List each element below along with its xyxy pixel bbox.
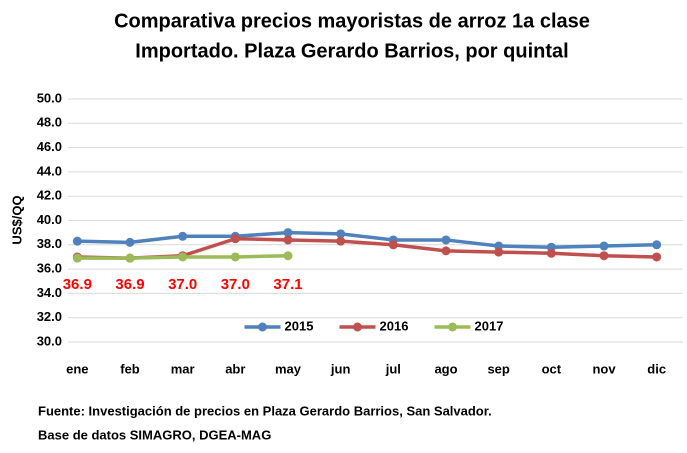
data-point (388, 240, 398, 250)
x-tick-label: oct (542, 361, 562, 376)
y-tick-label: 46.0 (37, 139, 62, 154)
y-axis-label: US$/QQ (9, 195, 24, 244)
legend-label: 2017 (475, 318, 504, 333)
data-point (283, 235, 293, 245)
x-tick-label: ago (434, 361, 457, 376)
data-label: 36.9 (63, 276, 92, 293)
data-label: 37.0 (168, 276, 197, 293)
data-point (283, 251, 293, 261)
data-point (546, 248, 556, 258)
y-tick-label: 36.0 (37, 261, 62, 276)
legend-swatch (448, 322, 457, 332)
chart-title: Importado. Plaza Gerardo Barrios, por qu… (135, 40, 568, 62)
chart-title: Comparativa precios mayoristas de arroz … (114, 10, 590, 32)
x-tick-label: jun (330, 361, 351, 376)
data-point (441, 246, 451, 256)
legend-label: 2015 (285, 318, 314, 333)
y-tick-label: 40.0 (37, 212, 62, 227)
data-point (652, 240, 662, 250)
data-point (72, 236, 82, 246)
data-point (336, 236, 346, 246)
data-point (72, 253, 82, 263)
x-tick-label: abr (225, 361, 245, 376)
x-tick-label: mar (171, 361, 195, 376)
x-tick-label: jul (385, 361, 401, 376)
x-tick-label: sep (487, 361, 509, 376)
x-tick-label: ene (66, 361, 88, 376)
legend-label: 2016 (380, 318, 409, 333)
y-tick-label: 38.0 (37, 236, 62, 251)
data-point (125, 237, 135, 247)
x-tick-label: feb (120, 361, 140, 376)
y-tick-label: 44.0 (37, 163, 62, 178)
data-point (230, 252, 240, 262)
data-point (230, 234, 240, 244)
y-tick-label: 32.0 (37, 309, 62, 324)
data-point (178, 252, 188, 262)
x-tick-label: may (275, 361, 302, 376)
y-tick-label: 30.0 (37, 333, 62, 348)
data-point (125, 253, 135, 263)
legend-swatch (258, 322, 267, 332)
data-point (441, 235, 451, 245)
y-tick-label: 34.0 (37, 285, 62, 300)
data-point (283, 228, 293, 238)
data-label: 37.0 (221, 276, 250, 293)
source-note: Base de datos SIMAGRO, DGEA-MAG (38, 427, 271, 442)
x-tick-label: nov (592, 361, 616, 376)
data-label: 37.1 (273, 276, 302, 293)
y-tick-label: 48.0 (37, 115, 62, 130)
y-tick-label: 42.0 (37, 188, 62, 203)
y-tick-label: 50.0 (37, 90, 62, 105)
data-point (494, 247, 504, 257)
data-label: 36.9 (115, 276, 144, 293)
data-point (336, 229, 346, 239)
source-note: Fuente: Investigación de precios en Plaz… (38, 403, 492, 418)
data-point (599, 251, 609, 261)
legend-swatch (353, 322, 362, 332)
x-tick-label: dic (647, 361, 666, 376)
data-point (652, 252, 662, 262)
data-point (178, 231, 188, 241)
data-point (599, 241, 609, 251)
series-line (77, 230, 657, 249)
